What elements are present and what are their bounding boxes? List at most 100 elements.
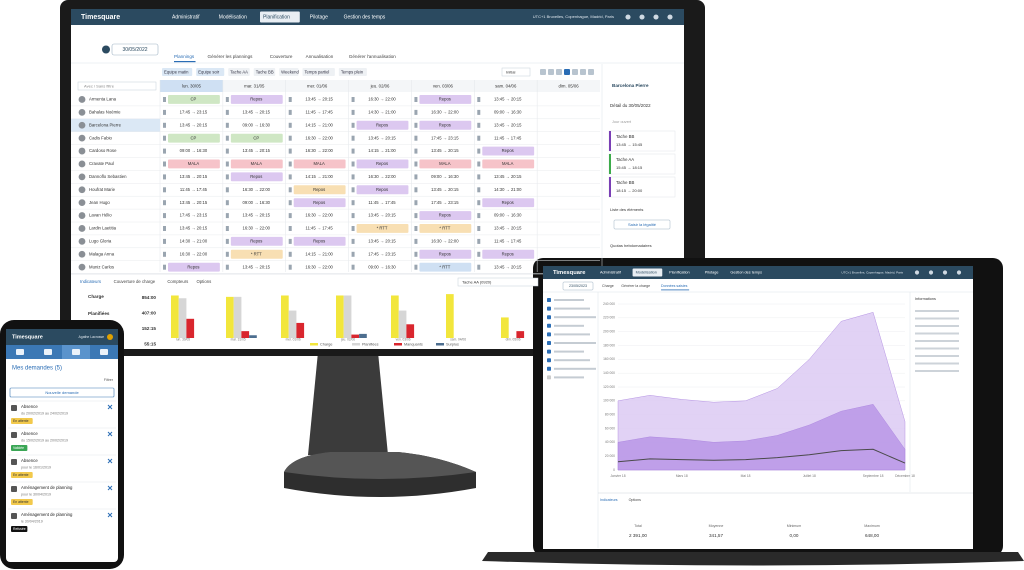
shift-time[interactable]: 14:30 → 21:00: [368, 109, 396, 114]
filter[interactable]: Tache BB: [256, 69, 274, 74]
shift-time[interactable]: 13:45 → 20:15: [494, 97, 522, 102]
person-name[interactable]: Lavan Hélio: [89, 213, 112, 218]
shift-time[interactable]: 11:45 → 17:45: [368, 200, 396, 205]
shift-label[interactable]: Repos: [250, 97, 262, 102]
nav-icon[interactable]: [667, 14, 673, 20]
filter[interactable]: Equipe matin: [164, 69, 189, 74]
shift-time[interactable]: 13:45 → 20:15: [243, 213, 271, 218]
filter[interactable]: Temps plein: [341, 69, 364, 74]
shift-label[interactable]: Repos: [439, 213, 451, 218]
shift-label[interactable]: * RTT: [251, 251, 262, 256]
shift-label[interactable]: MALA: [502, 161, 514, 166]
shift-label[interactable]: Repos: [376, 161, 388, 166]
shift-label[interactable]: Repos: [502, 148, 514, 153]
request-title[interactable]: Aménagement de planning: [21, 512, 73, 517]
person-name[interactable]: Barcelona Pierre: [89, 122, 122, 127]
shift-time[interactable]: 13:45 → 20:15: [180, 226, 208, 231]
shift-time[interactable]: 17:45 → 23:15: [431, 200, 459, 205]
person-name[interactable]: Cadis Fabio: [89, 135, 113, 140]
shift-time[interactable]: 13:45 → 20:15: [368, 213, 396, 218]
shift-label[interactable]: Repos: [376, 122, 388, 127]
shift-time[interactable]: 09:00 → 16:30: [368, 264, 396, 269]
shift-label[interactable]: Repos: [313, 238, 325, 243]
shift-time[interactable]: 16:30 → 22:00: [305, 213, 333, 218]
date-icon[interactable]: [102, 45, 110, 54]
shift-label[interactable]: Repos: [502, 251, 514, 256]
shift-label[interactable]: Repos: [439, 97, 451, 102]
shift-time[interactable]: 11:45 → 17:45: [306, 109, 334, 114]
shift-time[interactable]: 16:30 → 22:00: [243, 226, 271, 231]
shift-label[interactable]: CP: [191, 97, 197, 102]
nav-item[interactable]: Planification: [263, 14, 290, 20]
date[interactable]: 30/05/2022: [122, 47, 147, 53]
task-select[interactable]: Tache AA (0920): [462, 279, 492, 284]
nav-icon[interactable]: [639, 14, 645, 20]
request-title[interactable]: Absence: [21, 431, 38, 436]
filter[interactable]: Temps partiel: [304, 69, 329, 74]
close-icon[interactable]: [107, 431, 113, 437]
shift-time[interactable]: 16:30 → 22:00: [368, 97, 396, 102]
shift-time[interactable]: 13:45 → 20:15: [180, 200, 208, 205]
person-name[interactable]: Dannoflo Sebastien: [89, 174, 127, 179]
person-name[interactable]: Cravate Paul: [89, 161, 114, 166]
shift-time[interactable]: 17:45 → 23:15: [180, 109, 208, 114]
lower-tab[interactable]: Indicateurs: [80, 279, 101, 284]
close-icon[interactable]: [107, 485, 113, 491]
lower-tab[interactable]: Couverture de charge: [114, 279, 156, 284]
filter-link[interactable]: Filtrer: [104, 378, 114, 382]
shift-time[interactable]: 16:30 → 22:00: [431, 109, 459, 114]
shift-time[interactable]: 13:45 → 20:15: [243, 109, 271, 114]
shift-time[interactable]: 16:30 → 22:00: [305, 148, 333, 153]
shift-time[interactable]: 09:00 → 16:30: [243, 200, 271, 205]
shift-label[interactable]: Repos: [439, 251, 451, 256]
nav-icon[interactable]: [625, 14, 631, 20]
shift-label[interactable]: CP: [253, 135, 259, 140]
shift-time[interactable]: 09:00 → 16:30: [243, 122, 271, 127]
person-name[interactable]: Bahalas Noémie: [89, 109, 121, 114]
nav-item[interactable]: Pilotage: [705, 271, 719, 275]
close-icon[interactable]: [107, 512, 113, 518]
shift-time[interactable]: 17:45 → 23:15: [431, 135, 459, 140]
shift-time[interactable]: 16:30 → 22:00: [243, 187, 271, 192]
shift-time[interactable]: 13:45 → 20:15: [180, 174, 208, 179]
shift-time[interactable]: 09:00 → 16:30: [494, 213, 522, 218]
shift-time[interactable]: 16:30 → 22:00: [180, 251, 208, 256]
shift-label[interactable]: * RTT: [377, 226, 388, 231]
request-title[interactable]: Absence: [21, 404, 38, 409]
tab[interactable]: Plannings: [174, 54, 195, 59]
shift-label[interactable]: * RTT: [439, 226, 450, 231]
nav-item[interactable]: Administratif: [172, 14, 200, 20]
shift-label[interactable]: Repos: [376, 187, 388, 192]
nav-item[interactable]: Gestion des temps: [730, 271, 762, 275]
shift-time[interactable]: 16:30 → 22:00: [305, 264, 333, 269]
shift-time[interactable]: 11:45 → 17:45: [306, 226, 334, 231]
tab[interactable]: Générer l'annualisation: [349, 54, 397, 59]
shift-label[interactable]: Repos: [502, 200, 514, 205]
shift-time[interactable]: 09:00 → 16:30: [180, 148, 208, 153]
shift-time[interactable]: 16:30 → 22:00: [431, 238, 459, 243]
shift-time[interactable]: 13:45 → 20:15: [431, 187, 459, 192]
shift-label[interactable]: Repos: [439, 122, 451, 127]
person-name[interactable]: Lardin Laetitia: [89, 226, 117, 231]
shift-time[interactable]: 13:45 → 20:15: [368, 238, 396, 243]
nav-icon[interactable]: [942, 270, 948, 275]
nav-icon[interactable]: [653, 14, 659, 20]
shift-label[interactable]: * RTT: [439, 264, 450, 269]
shift-time[interactable]: 13:45 → 20:15: [180, 122, 208, 127]
shift-time[interactable]: 11:45 → 17:45: [494, 135, 522, 140]
shift-time[interactable]: 13:45 → 20:15: [243, 264, 271, 269]
panel-button[interactable]: Saisir la légalité: [628, 222, 657, 227]
shift-time[interactable]: 14:15 → 21:00: [305, 122, 333, 127]
shift-time[interactable]: 17:45 → 23:15: [180, 213, 208, 218]
shift-time[interactable]: 14:15 → 21:00: [305, 251, 333, 256]
nav-item[interactable]: Gestion des temps: [344, 14, 386, 20]
shift-time[interactable]: 16:30 → 22:00: [368, 174, 396, 179]
shift-time[interactable]: 13:45 → 20:15: [494, 122, 522, 127]
nav-item[interactable]: Pilotage: [310, 14, 328, 20]
tab[interactable]: Couverture: [270, 54, 293, 59]
nav-item[interactable]: Planification: [669, 271, 689, 275]
person-name[interactable]: Cardoso Rose: [89, 148, 117, 153]
close-icon[interactable]: [107, 458, 113, 464]
nav-item[interactable]: Modélisation: [636, 271, 657, 275]
tab[interactable]: Charge: [602, 284, 614, 288]
